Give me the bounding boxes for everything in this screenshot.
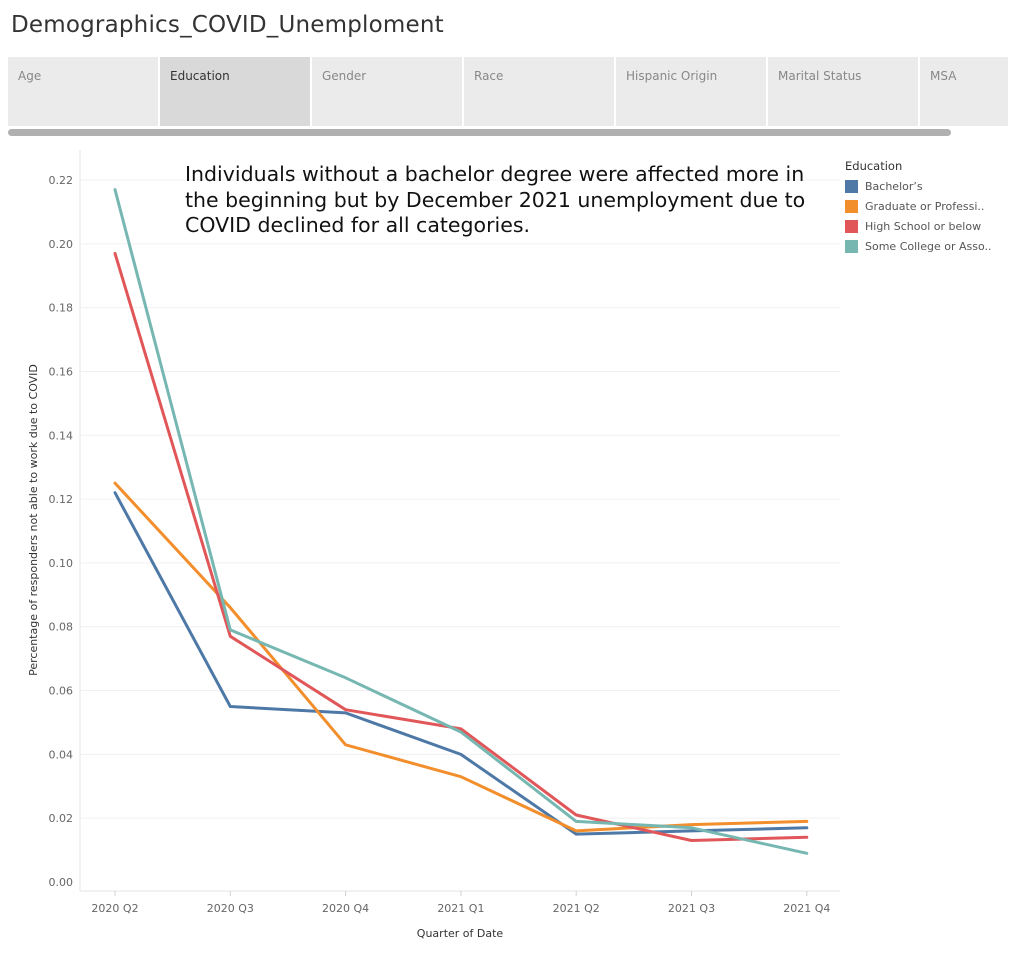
y-tick-label: 0.06 — [49, 685, 74, 698]
y-tick-label: 0.08 — [49, 621, 74, 634]
tab-race[interactable]: Race — [464, 57, 614, 126]
legend-swatch — [845, 219, 858, 233]
series-lines — [113, 188, 809, 855]
legend-item-bachelors[interactable]: Bachelor’s — [845, 176, 1010, 196]
gridlines — [79, 150, 840, 892]
tab-education[interactable]: Education — [160, 57, 310, 126]
tab-marital-status[interactable]: Marital Status — [768, 57, 918, 126]
legend-label: Some College or Asso.. — [865, 239, 992, 253]
y-tick-label: 0.04 — [49, 748, 74, 761]
legend: Education Bachelor’s Graduate or Profess… — [845, 159, 1010, 256]
y-tick-label: 0.22 — [49, 174, 74, 187]
x-tick-label: 2020 Q3 — [207, 902, 254, 915]
y-axis-ticks: 0.00 0.02 0.04 0.06 0.08 0.10 0.12 0.14 0.16 0.18… — [49, 174, 74, 889]
x-axis-ticks: 2020 Q2 2020 Q3 2020 Q4 2021 Q1 2021 Q2 2021 … — [91, 891, 830, 915]
series-line-0[interactable] — [113, 491, 809, 836]
y-tick-label: 0.00 — [49, 876, 74, 889]
legend-label: Bachelor’s — [865, 179, 923, 193]
legend-swatch — [845, 199, 858, 213]
y-tick-label: 0.12 — [49, 493, 74, 506]
x-tick-label: 2021 Q4 — [783, 902, 830, 915]
legend-label: Graduate or Professi.. — [865, 199, 985, 213]
tab-hispanic-origin[interactable]: Hispanic Origin — [616, 57, 766, 126]
y-tick-label: 0.10 — [49, 557, 74, 570]
chart-annotation: Individuals without a bachelor degree we… — [185, 162, 806, 237]
legend-title: Education — [845, 159, 903, 173]
tab-gender[interactable]: Gender — [312, 57, 462, 126]
dashboard-title: Demographics_COVID_Unemploment — [11, 12, 444, 38]
y-tick-label: 0.18 — [49, 302, 74, 315]
x-tick-label: 2021 Q1 — [437, 902, 484, 915]
tab-msa[interactable]: MSA — [920, 57, 1008, 126]
legend-swatch — [845, 179, 858, 193]
y-axis-title: Percentage of responders not able to wor… — [27, 364, 40, 676]
x-tick-label: 2020 Q2 — [91, 902, 138, 915]
series-line-2[interactable] — [113, 251, 809, 842]
x-tick-label: 2021 Q3 — [668, 902, 715, 915]
x-axis-title: Quarter of Date — [417, 927, 504, 940]
legend-swatch — [845, 239, 858, 253]
x-tick-label: 2021 Q2 — [553, 902, 600, 915]
legend-item-high-school[interactable]: High School or below — [845, 216, 1010, 236]
series-line-3[interactable] — [113, 188, 809, 855]
y-tick-label: 0.16 — [49, 365, 74, 378]
series-line-1[interactable] — [113, 481, 809, 833]
legend-item-graduate[interactable]: Graduate or Professi.. — [845, 196, 1010, 216]
y-tick-label: 0.02 — [49, 812, 74, 825]
filter-tabs: Age Education Gender Race Hispanic Origi… — [8, 57, 1008, 127]
legend-item-some-college[interactable]: Some College or Asso.. — [845, 236, 1010, 256]
y-tick-label: 0.14 — [49, 429, 74, 442]
tab-age[interactable]: Age — [8, 57, 158, 126]
y-tick-label: 0.20 — [49, 238, 74, 251]
tabs-scrollbar[interactable] — [8, 129, 951, 136]
x-tick-label: 2020 Q4 — [322, 902, 369, 915]
legend-label: High School or below — [865, 219, 982, 233]
